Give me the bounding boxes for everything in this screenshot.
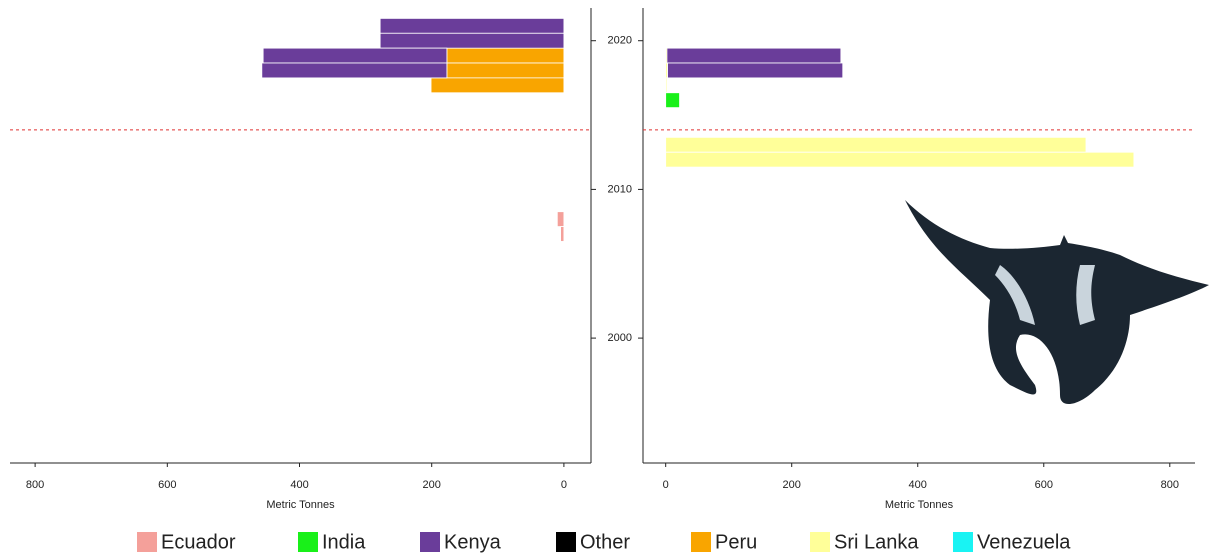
bar xyxy=(560,226,565,242)
x-tick-label: 600 xyxy=(1035,479,1053,491)
legend-label: Other xyxy=(580,531,630,553)
bar xyxy=(379,32,565,49)
legend-label: Kenya xyxy=(444,531,502,553)
legend-swatch xyxy=(953,532,973,552)
legend-swatch xyxy=(298,532,318,552)
manta-ray-image xyxy=(905,200,1209,405)
bar xyxy=(261,62,448,79)
bar xyxy=(446,47,565,64)
bar xyxy=(446,62,565,79)
bar xyxy=(665,92,680,109)
legend-swatch xyxy=(556,532,576,552)
bar xyxy=(379,18,565,34)
bar xyxy=(665,136,1087,153)
y-tick-label: 2020 xyxy=(608,35,632,47)
x-tick-label: 200 xyxy=(423,479,441,491)
y-tick-label: 2000 xyxy=(608,332,632,344)
x-tick-label: 800 xyxy=(1161,479,1179,491)
legend-label: Ecuador xyxy=(161,531,236,553)
y-tick-label: 2010 xyxy=(608,183,632,195)
bar xyxy=(556,211,565,227)
manta-body xyxy=(905,200,1209,405)
legend-label: Peru xyxy=(715,531,757,553)
legend-swatch xyxy=(810,532,830,552)
manta-marking xyxy=(995,265,1095,325)
bar xyxy=(666,47,842,64)
legend-label: India xyxy=(322,531,366,553)
x-tick-label: 200 xyxy=(783,479,801,491)
x-axis-title: Metric Tonnes xyxy=(885,499,954,511)
legend-label: Venezuela xyxy=(977,531,1071,553)
x-tick-label: 800 xyxy=(26,479,44,491)
bar xyxy=(430,77,565,94)
x-tick-label: 0 xyxy=(561,479,567,491)
legend-swatch xyxy=(691,532,711,552)
legend-swatch xyxy=(420,532,440,552)
bar xyxy=(665,77,668,94)
bar xyxy=(262,47,448,64)
x-tick-label: 600 xyxy=(158,479,176,491)
x-tick-label: 400 xyxy=(290,479,308,491)
bar xyxy=(665,151,1135,168)
legend-label: Sri Lanka xyxy=(834,531,919,553)
bar xyxy=(667,62,844,79)
x-axis-title: Metric Tonnes xyxy=(266,499,335,511)
legend-swatch xyxy=(137,532,157,552)
x-tick-label: 0 xyxy=(663,479,669,491)
x-tick-label: 400 xyxy=(909,479,927,491)
